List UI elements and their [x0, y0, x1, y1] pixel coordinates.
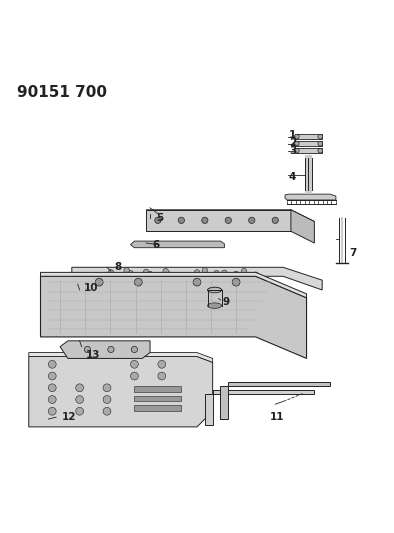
Circle shape — [214, 270, 219, 276]
Circle shape — [158, 372, 166, 380]
Circle shape — [318, 134, 323, 139]
Circle shape — [48, 384, 56, 392]
Circle shape — [130, 372, 138, 380]
Circle shape — [76, 407, 84, 415]
Polygon shape — [146, 210, 314, 222]
Polygon shape — [146, 210, 291, 231]
Circle shape — [134, 278, 142, 286]
Circle shape — [103, 395, 111, 403]
Text: 6: 6 — [152, 240, 159, 250]
Circle shape — [147, 271, 153, 277]
Polygon shape — [221, 382, 330, 419]
Circle shape — [318, 141, 323, 146]
Circle shape — [294, 148, 299, 153]
Ellipse shape — [208, 287, 222, 293]
Polygon shape — [295, 148, 322, 154]
Text: 2: 2 — [289, 138, 296, 148]
Polygon shape — [72, 267, 322, 290]
Text: 3: 3 — [289, 146, 296, 156]
Text: 9: 9 — [223, 297, 230, 306]
Text: 7: 7 — [349, 248, 357, 258]
Circle shape — [232, 278, 240, 286]
Circle shape — [84, 346, 91, 352]
Circle shape — [193, 278, 201, 286]
Circle shape — [178, 217, 184, 223]
Text: 11: 11 — [269, 412, 284, 422]
Text: 10: 10 — [84, 283, 98, 293]
Circle shape — [48, 395, 56, 403]
Circle shape — [163, 269, 169, 274]
Circle shape — [294, 141, 299, 146]
Circle shape — [158, 360, 166, 368]
Text: 13: 13 — [85, 350, 100, 360]
Circle shape — [202, 217, 208, 223]
Circle shape — [130, 360, 138, 368]
Polygon shape — [29, 357, 213, 427]
Circle shape — [108, 346, 114, 352]
Ellipse shape — [208, 303, 222, 309]
Polygon shape — [285, 194, 336, 200]
Text: 8: 8 — [115, 262, 122, 271]
Polygon shape — [291, 210, 314, 243]
Bar — [134, 406, 181, 411]
Text: 5: 5 — [156, 213, 163, 223]
Circle shape — [128, 270, 133, 276]
Circle shape — [318, 148, 323, 153]
Polygon shape — [41, 272, 307, 298]
Text: 12: 12 — [62, 412, 76, 422]
Circle shape — [48, 372, 56, 380]
Polygon shape — [41, 276, 307, 358]
Circle shape — [249, 217, 255, 223]
Circle shape — [294, 134, 299, 139]
Polygon shape — [295, 141, 322, 147]
Polygon shape — [295, 134, 322, 139]
Text: 1: 1 — [289, 131, 296, 140]
Circle shape — [194, 270, 200, 275]
Text: 4: 4 — [289, 172, 296, 182]
Circle shape — [76, 384, 84, 392]
Circle shape — [202, 268, 208, 273]
Bar — [134, 395, 181, 401]
Text: 90151 700: 90151 700 — [17, 85, 107, 100]
Circle shape — [103, 384, 111, 392]
Polygon shape — [60, 341, 150, 358]
Polygon shape — [130, 241, 225, 248]
Polygon shape — [29, 352, 213, 362]
Circle shape — [222, 270, 227, 276]
Circle shape — [225, 217, 231, 223]
Circle shape — [76, 395, 84, 403]
Polygon shape — [205, 390, 314, 425]
Circle shape — [103, 407, 111, 415]
Circle shape — [155, 217, 161, 223]
Circle shape — [48, 360, 56, 368]
Circle shape — [95, 278, 103, 286]
Circle shape — [108, 270, 114, 275]
Circle shape — [253, 272, 258, 278]
Circle shape — [233, 271, 239, 277]
Circle shape — [143, 269, 149, 274]
Circle shape — [167, 272, 172, 278]
Circle shape — [48, 407, 56, 415]
Circle shape — [272, 217, 279, 223]
Circle shape — [124, 268, 129, 273]
Circle shape — [241, 269, 247, 274]
Circle shape — [131, 346, 138, 352]
Bar — [134, 386, 181, 392]
